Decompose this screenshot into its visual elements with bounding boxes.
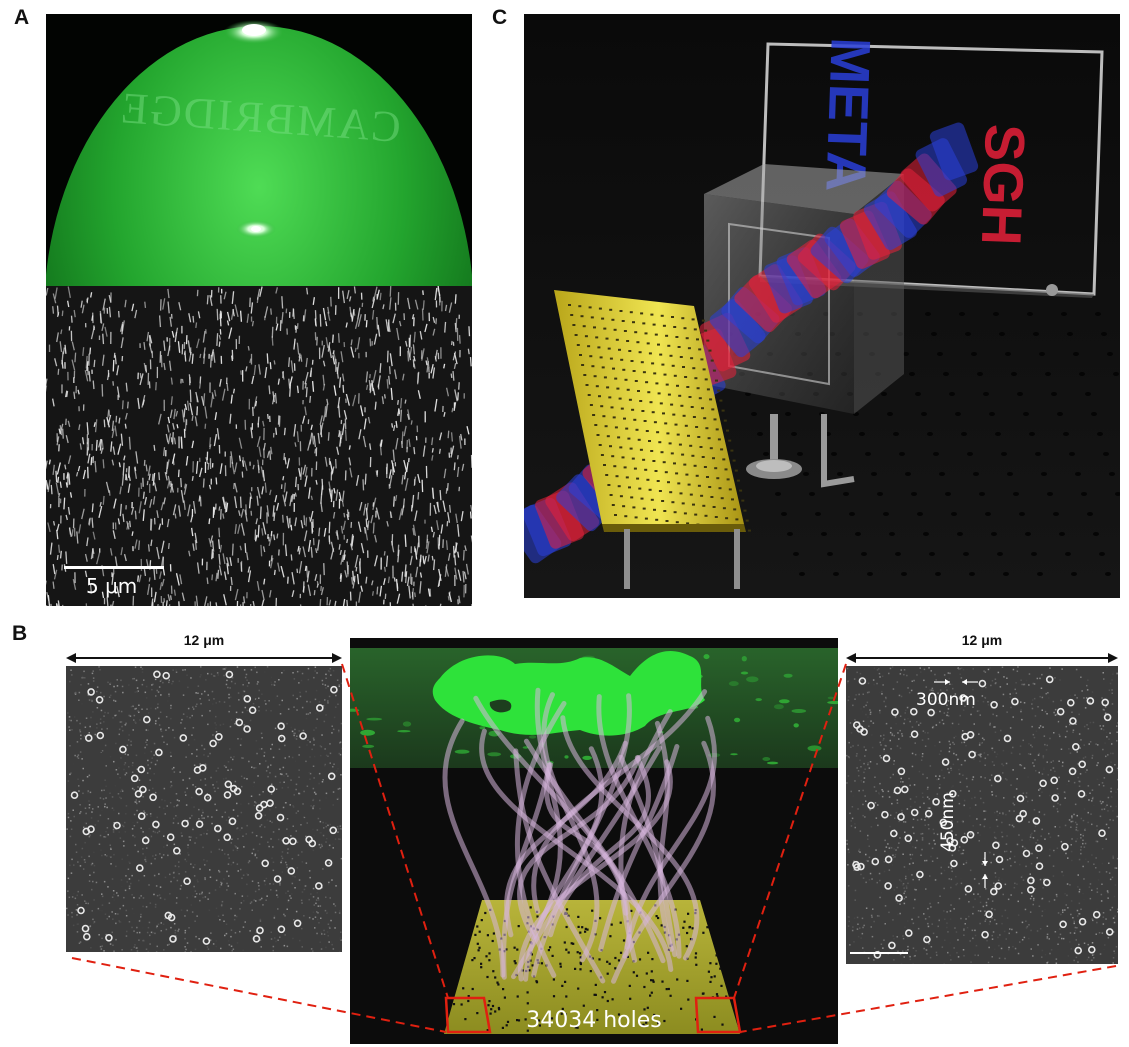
- right-width-label: 12 μm: [961, 632, 1003, 648]
- hologram-sgh-text: SGH: [970, 123, 1037, 246]
- hologram-sphere-photo: CAMBRIDGE: [46, 14, 472, 286]
- hole-diameter-label: 300nm: [916, 690, 976, 710]
- scale-bar-label: 5 μm: [86, 574, 138, 598]
- hole-spacing-label: 450nm: [938, 792, 958, 852]
- hole-count-caption: 34034 holes: [526, 1008, 662, 1033]
- left-width-arrow: [66, 653, 342, 663]
- right-width-arrow: [846, 653, 1118, 663]
- panel-b-right-sem: 12 μm 300nm 450nm: [846, 632, 1118, 964]
- metasurface-hologram-render: META SGH: [524, 14, 1120, 598]
- panel-label-c: C: [492, 6, 508, 29]
- panel-b-center-render: 34034 holes: [350, 638, 838, 1044]
- nanorod-sem-image: [46, 286, 472, 606]
- panel-label-a: A: [14, 6, 30, 29]
- left-sem-image: [66, 666, 342, 952]
- panel-a: CAMBRIDGE 5 μm: [46, 14, 472, 606]
- panel-label-b: B: [12, 622, 28, 645]
- hologram-meta-text: META: [814, 36, 882, 193]
- right-sem-image: [846, 666, 1118, 964]
- panel-b-left-sem: 12 μm: [66, 632, 342, 952]
- left-width-label: 12 μm: [183, 632, 225, 648]
- panel-c: META SGH: [524, 14, 1120, 598]
